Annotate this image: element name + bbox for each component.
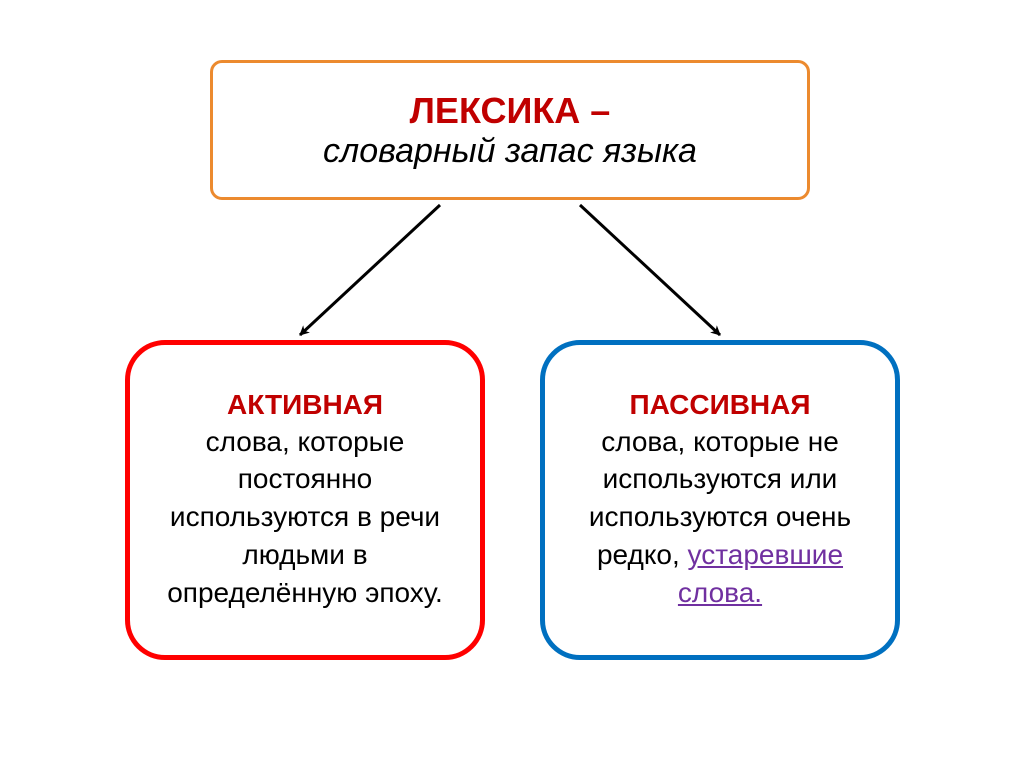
arrow-left-line [300,205,440,335]
passive-box: ПАССИВНАЯ слова, которые не используются… [540,340,900,660]
active-box: АКТИВНАЯ слова, которые постоянно исполь… [125,340,485,660]
header-title: ЛЕКСИКА – [410,90,611,132]
passive-title: ПАССИВНАЯ [629,389,810,421]
passive-body: слова, которые не используются или испол… [569,423,871,612]
header-box: ЛЕКСИКА – словарный запас языка [210,60,810,200]
header-subtitle: словарный запас языка [323,132,697,171]
active-body: слова, которые постоянно используются в … [154,423,456,612]
arrow-right-line [580,205,720,335]
passive-body-emphasis: устаревшие слова. [678,539,843,608]
active-title: АКТИВНАЯ [227,389,383,421]
